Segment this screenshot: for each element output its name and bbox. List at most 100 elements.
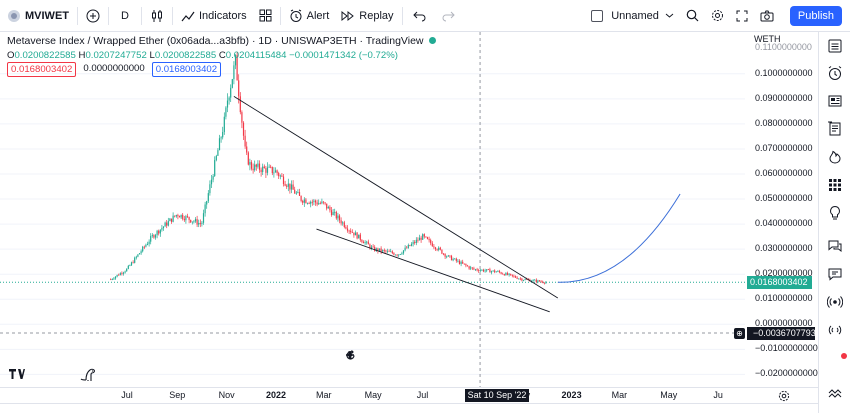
candle-body — [478, 270, 480, 272]
layout-checkbox-icon — [591, 9, 604, 22]
candle-body — [209, 184, 211, 194]
candle-body — [210, 179, 213, 185]
snapshot-button[interactable] — [754, 0, 780, 32]
toolbar-divider — [401, 6, 403, 25]
candle-body — [118, 274, 120, 276]
gear-icon[interactable] — [778, 390, 790, 402]
help-icon[interactable] — [827, 384, 843, 400]
candle-body — [370, 246, 373, 249]
candle-body — [194, 219, 197, 222]
candle-body — [247, 152, 249, 165]
candle-body — [202, 213, 205, 223]
fullscreen-icon — [736, 10, 748, 21]
candle-body — [498, 271, 501, 273]
time-tick-label: Jul — [121, 390, 133, 400]
candle-body — [329, 207, 331, 211]
candle-body — [434, 247, 437, 250]
candle-body — [489, 269, 491, 273]
candle-body — [236, 55, 238, 81]
notifications-icon[interactable] — [827, 322, 843, 338]
candle-body — [374, 246, 376, 251]
candle-body — [444, 253, 446, 257]
candle-body — [132, 262, 134, 264]
candle-body — [220, 137, 222, 139]
candle-body — [510, 273, 512, 275]
calendar-grid-icon[interactable] — [827, 177, 843, 193]
candle-body — [406, 247, 408, 249]
scroll-right-button[interactable] — [348, 350, 443, 370]
replay-button[interactable]: Replay — [335, 0, 399, 32]
time-scale[interactable]: JulSepNov2022MarMayJulNov2023MarMayJu Sa… — [0, 387, 818, 403]
toolbar-divider — [171, 6, 173, 25]
last-price-badge: 0.0168003402 — [747, 276, 812, 289]
candle-body — [170, 218, 173, 222]
settings-button[interactable] — [705, 0, 730, 32]
open-value: 0.0200822585 — [14, 50, 76, 61]
publish-button[interactable]: Publish — [789, 5, 842, 26]
chart-pane[interactable]: Metaverse Index / Wrapped Ether (0x06ada… — [0, 32, 818, 387]
price-tick-label: 0.0100000000 — [755, 293, 813, 304]
hotlist-icon[interactable] — [827, 149, 843, 165]
undo-button[interactable] — [405, 0, 434, 32]
layout-name-button[interactable]: Unnamed — [585, 0, 680, 32]
candle-body — [276, 170, 278, 174]
candle-body — [500, 272, 502, 274]
candle-body — [369, 244, 371, 249]
watchlist-icon[interactable] — [827, 38, 843, 54]
crosshair-lock-icon[interactable]: ⊕ — [734, 328, 745, 339]
ideas-lightbulb-icon[interactable] — [827, 205, 843, 221]
candle-body — [506, 272, 509, 275]
candle-body — [302, 200, 304, 203]
candle-body — [166, 222, 168, 226]
candle-body — [164, 222, 166, 227]
redo-button[interactable] — [434, 0, 463, 32]
fullscreen-button[interactable] — [730, 0, 754, 32]
right-sidebar — [818, 32, 850, 413]
time-tick-label: Mar — [611, 390, 628, 400]
news-icon[interactable] — [827, 93, 843, 109]
candle-body — [126, 268, 128, 272]
indicators-button[interactable]: Indicators — [175, 0, 253, 32]
candle-body — [345, 226, 347, 229]
candle-body — [391, 251, 393, 254]
candle-body — [263, 166, 265, 169]
candle-body — [130, 262, 133, 266]
templates-button[interactable] — [253, 0, 278, 32]
zoom-in-button[interactable] — [346, 350, 387, 370]
candle-body — [294, 189, 296, 194]
candle-body — [300, 195, 302, 201]
candle-body — [234, 55, 237, 66]
signal-broadcast-icon[interactable] — [827, 294, 843, 310]
ohlc-values: O0.0200822585 H0.0207247752 L0.020082258… — [7, 49, 436, 62]
compare-button[interactable] — [80, 0, 106, 32]
price-tick-label: −0.0200000000 — [755, 368, 818, 379]
candle-body — [289, 183, 291, 190]
candle-body — [393, 253, 395, 255]
search-button[interactable] — [680, 0, 705, 32]
interval-button[interactable]: D — [111, 0, 139, 32]
chart-type-button[interactable] — [144, 0, 170, 32]
market-status-dot — [428, 37, 436, 44]
candle-body — [286, 185, 288, 187]
candle-body — [114, 276, 117, 279]
alarm-clock-icon[interactable] — [827, 65, 843, 81]
notification-badge — [841, 353, 847, 359]
candle-body — [497, 271, 499, 272]
candle-body — [439, 247, 441, 250]
candle-body — [218, 138, 221, 151]
candle-body — [225, 107, 227, 117]
symbol-label: MVIWET — [25, 9, 69, 22]
candle-body — [140, 251, 142, 254]
scroll-left-button[interactable] — [347, 350, 421, 370]
candle-body — [127, 265, 129, 269]
alert-button[interactable]: Alert — [283, 0, 336, 32]
chats-icon[interactable] — [827, 238, 843, 254]
notes-icon[interactable] — [827, 121, 843, 137]
streams-icon[interactable] — [827, 266, 843, 282]
chart-canvas[interactable] — [0, 32, 818, 387]
reset-chart-button[interactable] — [346, 350, 477, 370]
symbol-search-button[interactable]: MVIWET — [0, 0, 75, 32]
candle-body — [298, 192, 301, 196]
price-tick-label: 0.0700000000 — [755, 142, 813, 153]
candle-body — [191, 221, 193, 223]
